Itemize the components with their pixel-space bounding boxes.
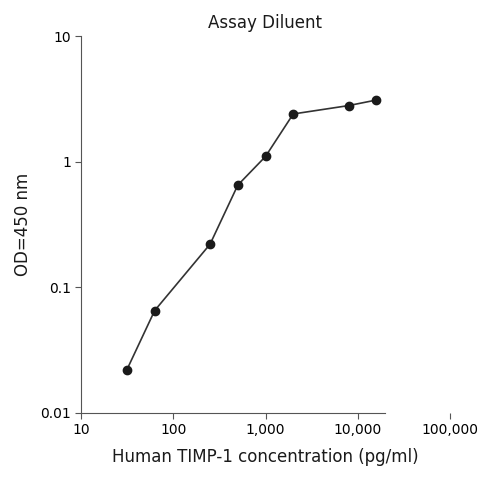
- Y-axis label: OD=450 nm: OD=450 nm: [14, 173, 32, 276]
- Title: Assay Diluent: Assay Diluent: [209, 14, 322, 32]
- X-axis label: Human TIMP-1 concentration (pg/ml): Human TIMP-1 concentration (pg/ml): [112, 448, 419, 466]
